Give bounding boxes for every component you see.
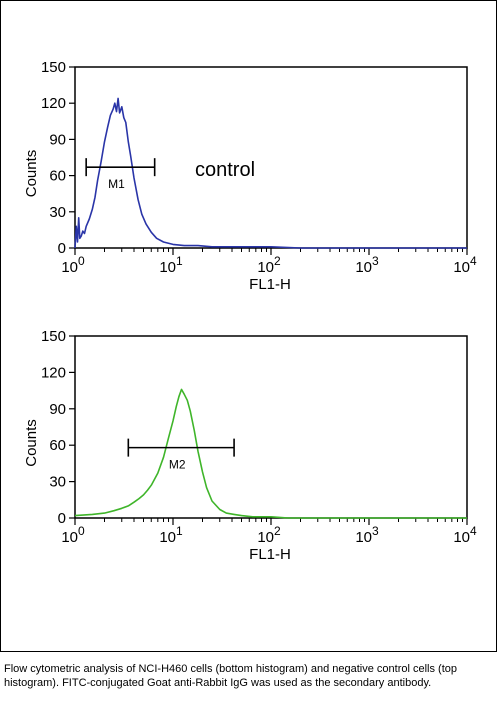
y-tick-label: 30 [49, 474, 66, 491]
y-tick-label: 90 [49, 131, 66, 148]
y-tick-label: 30 [49, 204, 66, 221]
x-axis-label: FL1-H [249, 546, 291, 563]
histogram-figure: 0 30 60 90 120 150 100 101 102 103 104 FL1-H Counts M… [23, 59, 477, 563]
histogram-panel-1: 0 30 60 90 120 150 100 101 102 103 104 FL1-H Counts M… [23, 59, 477, 293]
x-tick-label: 100 [61, 524, 85, 546]
y-tick-label: 120 [41, 95, 66, 112]
y-tick-label: 150 [41, 59, 66, 76]
y-tick-label: 60 [49, 437, 66, 454]
x-axis-label: FL1-H [249, 276, 291, 293]
histogram-series-line [74, 97, 467, 249]
y-axis-label: Counts [23, 419, 40, 467]
gate-marker-label: M1 [108, 177, 125, 191]
plot-area-frame [74, 66, 468, 249]
y-tick-label: 0 [58, 240, 66, 257]
histogram-series-line [74, 388, 467, 519]
x-tick-label: 100 [61, 254, 85, 276]
y-axis-label: Counts [23, 150, 40, 198]
y-tick-label: 60 [49, 168, 66, 185]
y-tick-label: 90 [49, 401, 66, 418]
chart-annotation: control [195, 159, 255, 181]
x-tick-label: 103 [355, 254, 379, 276]
gate-marker-label: M2 [169, 458, 186, 472]
y-tick-label: 120 [41, 364, 66, 381]
x-tick-label: 104 [453, 254, 477, 276]
y-tick-label: 0 [58, 510, 66, 527]
figure-caption: Flow cytometric analysis of NCI-H460 cel… [4, 663, 458, 689]
x-tick-label: 101 [159, 524, 183, 546]
x-tick-label: 103 [355, 524, 379, 546]
histogram-panel-2: 0 30 60 90 120 150 100 101 102 103 104 FL1-H Counts M… [23, 328, 477, 563]
figure-frame [0, 0, 497, 652]
x-tick-label: 104 [453, 524, 477, 546]
x-tick-label: 102 [257, 524, 281, 546]
x-tick-label: 102 [257, 254, 281, 276]
y-tick-label: 150 [41, 328, 66, 345]
plot-area-frame [74, 335, 468, 519]
x-tick-label: 101 [159, 254, 183, 276]
